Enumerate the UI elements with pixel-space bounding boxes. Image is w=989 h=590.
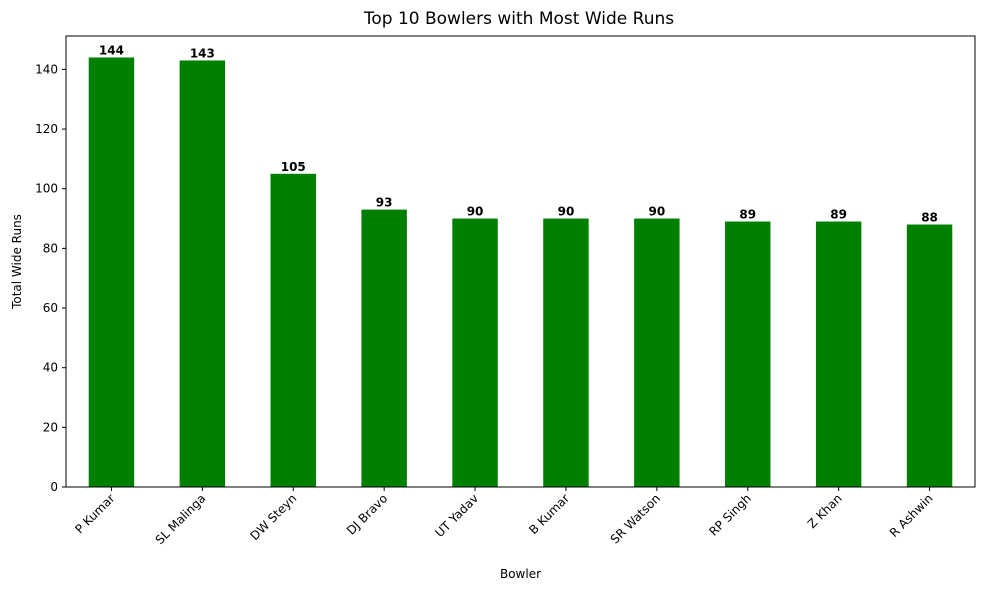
x-tick-label: Z Khan [805,491,845,531]
data-label: 90 [558,205,575,219]
x-tick-label: SL Malinga [153,491,209,547]
x-axis: P Kumar SL Malinga DW Steyn DJ Bravo UT Yada… [72,487,936,547]
data-label: 93 [376,196,393,210]
y-tick-label: 120 [35,122,58,136]
chart-title: Top 10 Bowlers with Most Wide Runs [363,9,674,29]
x-tick-label: B Kumar [526,491,572,537]
x-tick-label: DW Steyn [248,491,300,543]
data-label: 90 [467,205,484,219]
bar [725,221,771,487]
bar [634,218,680,488]
bar [815,221,862,487]
y-axis: 0 20 40 60 80 100 120 140 [35,62,66,494]
x-tick-label: RP Singh [706,491,753,538]
y-tick-label: 140 [35,62,58,76]
x-axis-label: Bowler [500,567,541,581]
plot-frame [65,35,976,488]
x-tick-label: R Ashwin [887,491,936,540]
y-tick-label: 80 [43,241,58,255]
y-axis-label: Total Wide Runs [10,214,24,310]
y-tick-label: 0 [50,480,58,494]
bar [88,57,135,487]
data-label: 144 [99,43,124,57]
y-tick-label: 40 [43,361,58,375]
x-tick-label: DJ Bravo [344,491,390,537]
data-labels-group: 144 143 105 93 90 90 90 89 89 88 [99,43,938,224]
y-tick-label: 100 [35,182,58,196]
bar [361,209,407,487]
bar [452,218,498,488]
data-label: 143 [190,46,215,60]
data-label: 89 [739,208,756,222]
data-label: 88 [921,211,938,225]
data-label: 90 [648,205,665,219]
bars-group [88,57,953,488]
x-tick-label: P Kumar [72,491,117,536]
bar [270,173,316,488]
y-tick-label: 60 [43,301,58,315]
x-tick-label: SR Watson [608,491,663,546]
y-tick-label: 20 [43,420,58,434]
data-label: 105 [281,160,306,174]
data-label: 89 [830,208,847,222]
bar [543,218,589,488]
bar [906,224,953,487]
bar [179,60,226,488]
x-tick-label: UT Yadav [432,491,481,540]
